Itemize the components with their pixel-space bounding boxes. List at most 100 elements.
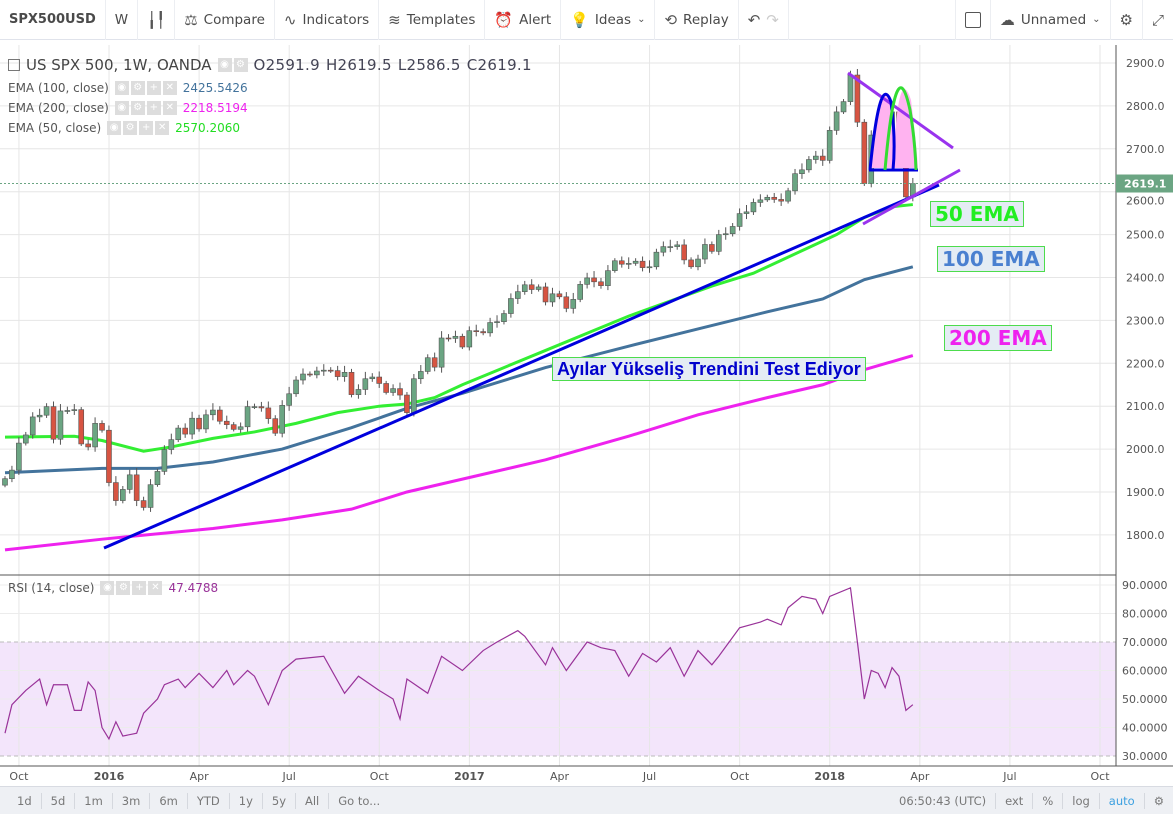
candle — [244, 400, 251, 432]
time-tick-label: Apr — [550, 770, 570, 783]
uptrend-line[interactable] — [103, 183, 940, 550]
green-arc[interactable] — [883, 86, 918, 171]
eye-icon[interactable]: ◉ — [107, 121, 122, 135]
blue-arc[interactable] — [868, 92, 896, 171]
candle — [251, 403, 258, 410]
symbol-button[interactable]: SPX500USD — [0, 0, 106, 40]
candle — [459, 333, 466, 350]
plus-icon[interactable]: + — [139, 121, 154, 135]
range-1d[interactable]: 1d — [8, 792, 42, 809]
redo-icon[interactable]: ↷ — [766, 10, 779, 29]
close-icon[interactable]: ✕ — [155, 121, 170, 135]
candle — [404, 392, 410, 416]
expand-button[interactable]: ⤢ — [1143, 0, 1173, 40]
layout-save-button[interactable]: ☁ Unnamed ⌄ — [991, 0, 1111, 40]
log-toggle[interactable]: log — [1063, 792, 1100, 809]
support-line[interactable] — [862, 168, 961, 226]
compare-button[interactable]: ⚖ Compare — [175, 0, 275, 40]
close-icon[interactable]: ✕ — [162, 81, 177, 95]
eye-icon[interactable]: ◉ — [217, 58, 232, 72]
range-5d[interactable]: 5d — [42, 792, 76, 809]
candle — [653, 248, 660, 270]
price-tick-label: 2600.0 — [1126, 195, 1165, 208]
range-1m[interactable]: 1m — [75, 792, 113, 809]
collapse-icon[interactable] — [8, 59, 20, 71]
range-ytd[interactable]: YTD — [188, 792, 230, 809]
candle — [9, 465, 15, 483]
close-icon[interactable]: ✕ — [148, 581, 163, 595]
candle — [78, 407, 85, 447]
interval-button[interactable]: W — [106, 0, 139, 40]
plus-icon[interactable]: + — [146, 81, 161, 95]
price-chart[interactable]: 2900.0 2800.0 2700.0 2600.0 2500.0 2400.0 2300… — [0, 40, 1173, 788]
annotation-200-ema[interactable]: 200 EMA — [944, 325, 1052, 351]
candle — [2, 476, 8, 488]
annotation-trend-text[interactable]: Ayılar Yükseliş Trendini Test Ediyor — [552, 357, 866, 381]
range-6m[interactable]: 6m — [150, 792, 188, 809]
replay-icon: ⟲ — [664, 10, 678, 29]
auto-toggle[interactable]: auto — [1100, 792, 1145, 809]
gear-icon: ⚙ — [1119, 10, 1133, 29]
indicators-button[interactable]: ∿ Indicators — [275, 0, 380, 40]
goto-button[interactable]: Go to... — [338, 793, 381, 808]
settings-button[interactable]: ⚙ — [1111, 0, 1143, 40]
candle — [702, 238, 708, 264]
gear-icon[interactable]: ⚙ — [130, 81, 145, 95]
indicators-label: Indicators — [302, 11, 370, 28]
eye-icon[interactable]: ◉ — [114, 81, 129, 95]
range-5y[interactable]: 5y — [263, 792, 296, 809]
resistance-line[interactable] — [847, 71, 954, 150]
candle — [778, 193, 784, 206]
candle — [556, 290, 563, 300]
close-icon[interactable]: ✕ — [162, 101, 177, 115]
candle — [473, 324, 480, 337]
templates-button[interactable]: ≋ Templates — [379, 0, 486, 40]
candle — [210, 403, 216, 421]
time-tick-label: 2018 — [814, 770, 845, 783]
ema200-label[interactable]: EMA (200, close) — [8, 101, 109, 115]
range-3m[interactable]: 3m — [113, 792, 151, 809]
annotation-100-ema[interactable]: 100 EMA — [937, 246, 1045, 272]
gear-icon[interactable]: ⚙ — [233, 58, 248, 72]
percent-toggle[interactable]: % — [1033, 792, 1064, 809]
candle — [307, 371, 313, 377]
fullscreen-toggle[interactable] — [956, 0, 991, 40]
price-tick-label: 2800.0 — [1126, 100, 1165, 113]
ema100-label[interactable]: EMA (100, close) — [8, 81, 109, 95]
undo-icon[interactable]: ↶ — [747, 10, 761, 29]
gear-icon[interactable]: ⚙ — [123, 121, 138, 135]
gear-icon[interactable]: ⚙ — [116, 581, 131, 595]
chart-style-button[interactable]: ╽╿ — [138, 0, 176, 40]
ext-toggle[interactable]: ext — [996, 792, 1034, 809]
annotation-50-ema[interactable]: 50 EMA — [930, 201, 1024, 227]
gear-icon[interactable]: ⚙ — [1153, 793, 1164, 808]
candle — [182, 423, 188, 438]
replay-button[interactable]: ⟲ Replay — [655, 0, 739, 40]
candle — [133, 467, 140, 507]
range-all[interactable]: All — [296, 792, 330, 809]
plus-icon[interactable]: + — [146, 101, 161, 115]
candle — [674, 241, 681, 250]
eye-icon[interactable]: ◉ — [100, 581, 115, 595]
plus-icon[interactable]: + — [132, 581, 147, 595]
square-icon — [964, 11, 981, 28]
ema200-value: 2218.5194 — [182, 101, 248, 115]
rsi-label[interactable]: RSI (14, close) — [8, 581, 95, 595]
alert-button[interactable]: ⏰ Alert — [485, 0, 562, 40]
time-tick-label: Jul — [642, 770, 656, 783]
ideas-button[interactable]: 💡 Ideas ⌄ — [561, 0, 656, 40]
ema50-label[interactable]: EMA (50, close) — [8, 121, 102, 135]
rsi-tick-label: 70.0000 — [1122, 636, 1168, 649]
clock: 06:50:43 (UTC) — [890, 792, 997, 809]
candle — [334, 365, 341, 381]
candle — [501, 310, 507, 325]
range-1y[interactable]: 1y — [230, 792, 263, 809]
price-tick-label: 2500.0 — [1126, 229, 1165, 242]
candle — [196, 414, 202, 432]
gear-icon[interactable]: ⚙ — [130, 101, 145, 115]
candle — [362, 371, 369, 395]
candle — [293, 376, 299, 397]
candle — [355, 384, 362, 399]
candle — [584, 272, 590, 289]
eye-icon[interactable]: ◉ — [114, 101, 129, 115]
